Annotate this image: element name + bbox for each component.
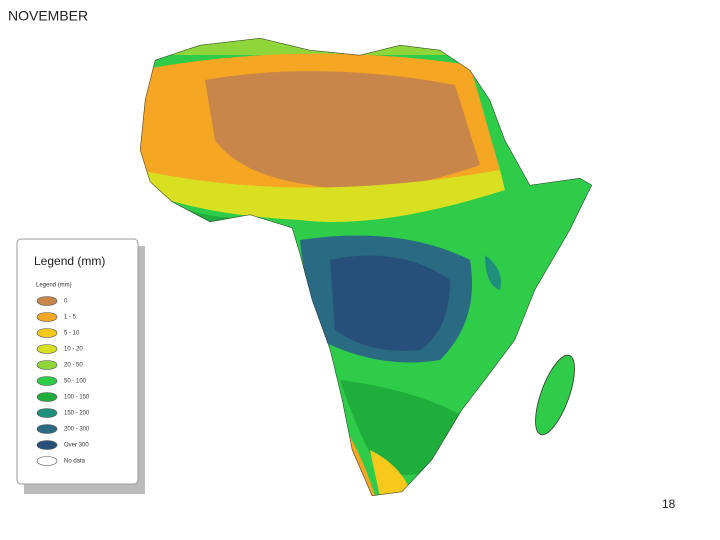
- legend-label: 50 - 100: [64, 379, 87, 385]
- legend-subtitle: Legend (mm): [36, 283, 72, 289]
- legend-label: Over 300: [64, 443, 89, 449]
- africa-map: [140, 38, 592, 496]
- map-title: NOVEMBER: [8, 8, 88, 24]
- legend-items: 0 1 - 5 5 - 10 10 - 20 20 - 50 50 - 100 100 - …: [36, 296, 90, 466]
- legend-swatch: [36, 344, 58, 354]
- legend-label: 20 - 50: [64, 363, 83, 369]
- legend-swatch: [36, 456, 58, 466]
- legend-swatch: [36, 440, 58, 450]
- legend-swatch: [36, 376, 58, 386]
- legend-swatch: [36, 392, 58, 402]
- page-number: 18: [662, 497, 676, 511]
- legend-label: 10 - 20: [64, 347, 83, 353]
- legend-label: 100 - 150: [64, 395, 90, 401]
- legend-swatch: [36, 296, 58, 306]
- madagascar: [535, 354, 575, 436]
- legend-swatch: [36, 424, 58, 434]
- legend-label: 200 - 300: [64, 427, 90, 433]
- legend-label: 150 - 200: [64, 411, 90, 417]
- legend-label: 5 - 10: [64, 331, 80, 337]
- legend-swatch: [36, 408, 58, 418]
- legend-label: 0: [64, 299, 68, 305]
- legend-swatch: [36, 328, 58, 338]
- legend-swatch: [36, 312, 58, 322]
- legend-swatch: [36, 360, 58, 370]
- legend-label: No data: [64, 459, 86, 465]
- legend-label: 1 - 5: [64, 315, 77, 321]
- legend-title: Legend (mm): [34, 254, 105, 268]
